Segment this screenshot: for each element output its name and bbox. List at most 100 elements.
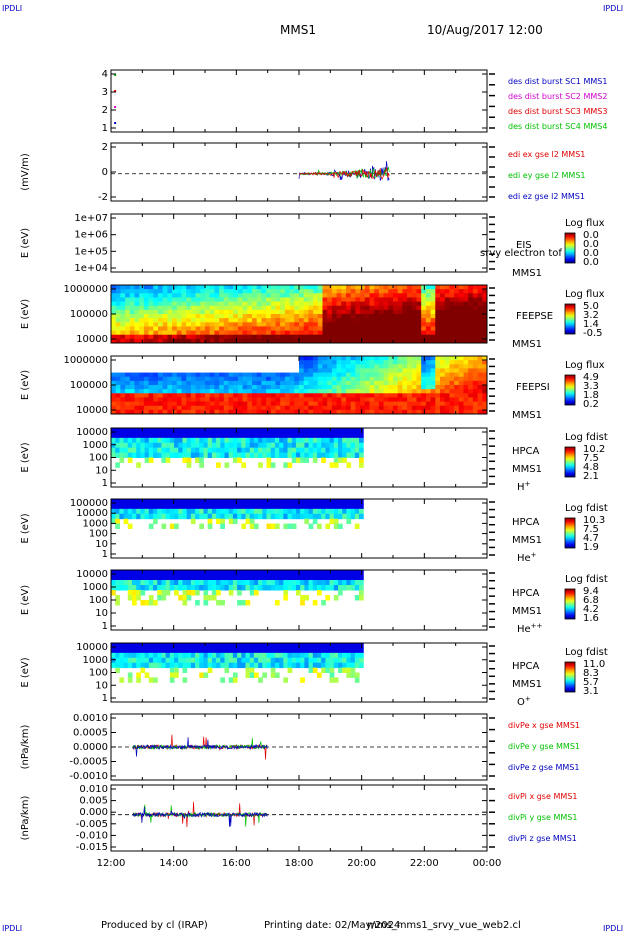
heat-cell xyxy=(199,432,204,439)
heat-cell xyxy=(294,285,300,290)
heat-cell xyxy=(308,409,314,415)
heat-cell xyxy=(346,652,352,659)
heat-cell xyxy=(317,322,323,327)
heat-cell xyxy=(165,508,171,515)
heat-cell xyxy=(350,368,356,374)
heat-cell xyxy=(312,575,318,581)
heat-cell xyxy=(402,372,408,378)
heat-cell xyxy=(162,285,168,290)
heat-cell xyxy=(360,285,366,290)
overlay-label: srvy electron tof xyxy=(480,248,562,259)
heat-cell xyxy=(214,301,220,307)
ytick-label: 10 xyxy=(95,539,108,550)
colorbar-tick: 1.8 xyxy=(583,390,599,401)
heat-cell xyxy=(169,432,175,439)
heat-cell xyxy=(458,376,464,382)
heat-cell xyxy=(148,322,154,327)
heat-cell xyxy=(148,657,154,664)
heat-cell xyxy=(338,647,343,654)
heat-cell xyxy=(190,585,196,591)
heat-cell xyxy=(270,513,276,520)
heat-cell xyxy=(355,305,361,311)
heat-cell xyxy=(223,305,229,311)
heat-cell xyxy=(402,393,408,398)
ytick-label: 100000 xyxy=(70,498,108,509)
heat-cell xyxy=(411,301,417,307)
colorbar xyxy=(564,517,576,549)
heat-cell xyxy=(199,442,204,449)
heat-cell xyxy=(178,513,183,520)
heat-cell xyxy=(364,309,370,315)
heat-cell xyxy=(199,585,204,591)
heat-cell xyxy=(393,393,399,398)
heat-cell xyxy=(299,285,305,290)
heat-cell xyxy=(125,393,131,398)
heat-cell xyxy=(313,338,319,344)
heat-cell xyxy=(274,447,280,454)
heat-cell xyxy=(321,499,326,505)
heat-cell xyxy=(224,437,230,444)
heat-cell xyxy=(284,305,291,311)
heat-cell xyxy=(178,447,183,454)
heat-cell xyxy=(291,647,297,654)
heat-cell xyxy=(393,389,399,394)
heat-cell xyxy=(148,326,154,332)
heat-cell xyxy=(355,293,361,298)
heat-cell xyxy=(331,301,338,307)
heat-cell xyxy=(199,575,204,581)
heat-cell xyxy=(190,652,196,659)
heat-cell xyxy=(237,393,244,398)
heat-cell xyxy=(295,457,301,463)
heat-cell xyxy=(247,309,253,315)
heat-cell xyxy=(258,643,263,649)
ylabel: E (eV) xyxy=(20,299,31,329)
heat-cell xyxy=(125,401,131,407)
heat-cell xyxy=(425,376,432,382)
heat-cell xyxy=(165,575,171,581)
heat-cell xyxy=(214,297,220,303)
heat-cell xyxy=(333,570,339,576)
heat-cell xyxy=(303,372,309,378)
heat-cell xyxy=(440,338,446,344)
heat-cell xyxy=(195,297,201,303)
heat-cell xyxy=(262,499,268,505)
heat-cell xyxy=(322,322,328,327)
heat-cell xyxy=(195,409,201,415)
heat-cell xyxy=(249,570,255,576)
heat-cell xyxy=(182,437,188,444)
heat-cell xyxy=(308,289,314,294)
heat-cell xyxy=(388,397,394,403)
heat-cell xyxy=(331,409,338,415)
heat-cell xyxy=(308,309,314,315)
heat-cell xyxy=(161,447,167,454)
heat-cell xyxy=(341,334,347,340)
heat-cell xyxy=(216,662,221,669)
heat-cell xyxy=(435,368,441,374)
heat-cell xyxy=(249,643,255,649)
heat-cell xyxy=(378,401,385,407)
heat-cell xyxy=(374,364,380,369)
heat-cell xyxy=(355,389,361,394)
heat-cell xyxy=(388,376,394,382)
heat-cell xyxy=(331,330,338,336)
heat-cell xyxy=(364,318,370,323)
heat-cell xyxy=(252,393,258,398)
heat-cell xyxy=(468,314,474,319)
heat-cell xyxy=(199,499,204,505)
heat-cell xyxy=(125,318,131,323)
heat-cell xyxy=(139,305,145,311)
heat-cell xyxy=(176,318,182,323)
heat-cell xyxy=(211,647,217,654)
instrument-label: FEEPSI xyxy=(516,382,550,393)
heat-cell xyxy=(303,330,309,336)
heat-cell xyxy=(127,662,133,669)
heat-cell xyxy=(287,442,293,449)
heat-cell xyxy=(153,513,158,520)
heat-cell xyxy=(125,372,131,378)
heat-cell xyxy=(127,508,133,515)
heat-cell xyxy=(299,397,305,403)
heat-cell xyxy=(174,523,179,529)
heat-cell xyxy=(472,301,479,307)
heat-cell xyxy=(284,318,291,323)
heat-cell xyxy=(252,372,258,378)
